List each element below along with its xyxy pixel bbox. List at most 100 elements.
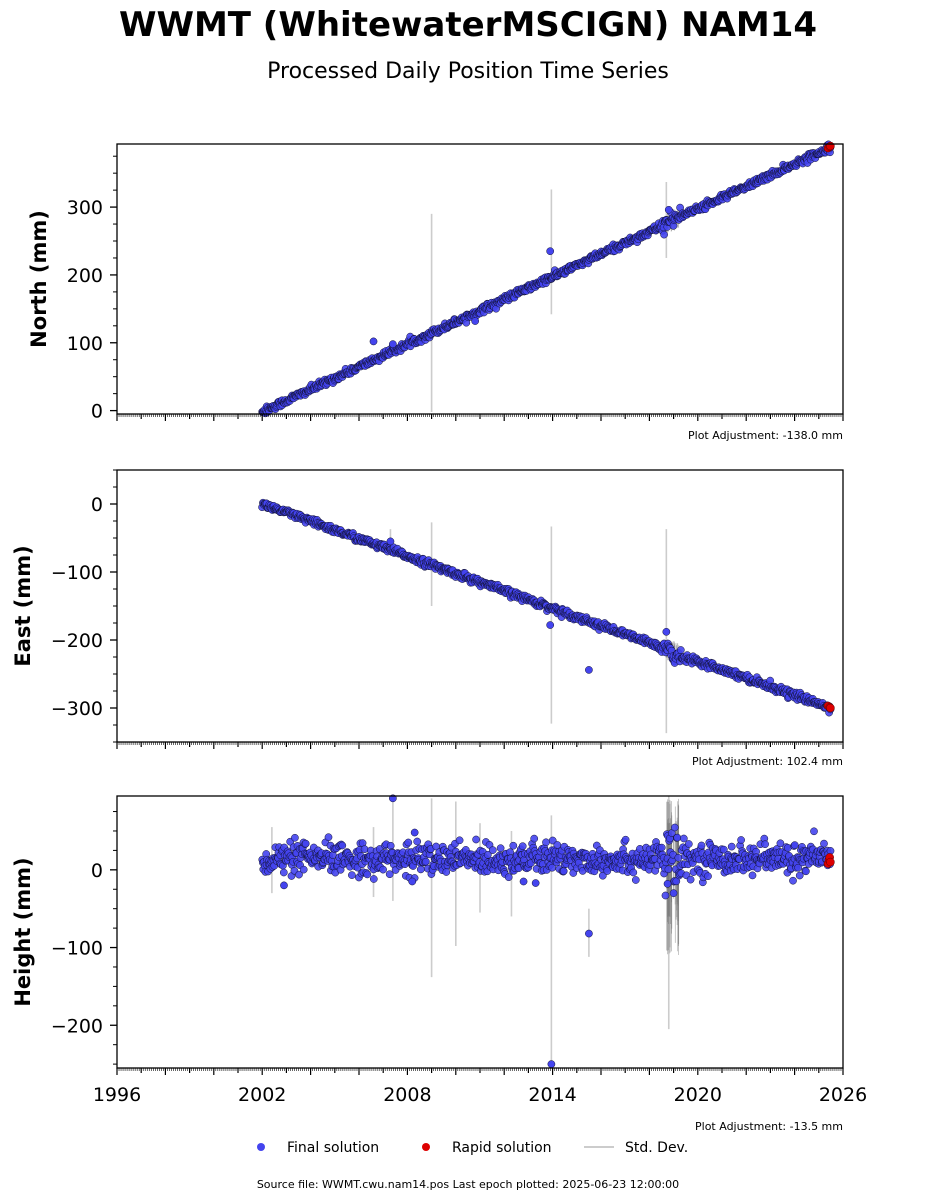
height-final-point (291, 833, 299, 842)
height-final-point (789, 876, 797, 885)
height-rapid-points (823, 853, 835, 868)
height-final-point (379, 865, 387, 874)
height-final-point (279, 868, 288, 877)
east-rapid-points (823, 701, 835, 713)
height-final-point (509, 841, 518, 850)
figure-subtitle: Processed Daily Position Time Series (267, 59, 669, 84)
east-plot-adjustment: Plot Adjustment: 102.4 mm (692, 755, 843, 768)
height-final-point (629, 868, 638, 877)
height-final-point (795, 871, 804, 880)
height-xtick-label: 1996 (93, 1084, 141, 1106)
height-final-point (530, 834, 539, 843)
height-final-point (548, 836, 557, 845)
height-outlier-point (663, 879, 672, 888)
height-final-point (348, 871, 356, 879)
north-axis-label: North (mm) (27, 210, 51, 348)
north-outlier-point (546, 247, 555, 256)
height-final-point (472, 835, 480, 844)
height-outlier-point (280, 881, 288, 890)
figure-title: WWMT (WhitewaterMSCIGN) NAM14 (119, 5, 817, 45)
north-plot-adjustment: Plot Adjustment: -138.0 mm (688, 429, 843, 442)
east-outlier-point (386, 537, 395, 546)
north-ytick-label: 0 (91, 401, 103, 423)
height-outlier-point (519, 877, 528, 886)
height-xtick-label: 2026 (819, 1084, 867, 1106)
height-final-point (719, 845, 728, 854)
north-final-points (258, 140, 835, 418)
height-final-point (794, 863, 803, 872)
north-ytick-label: 200 (67, 265, 103, 287)
height-final-point (385, 870, 394, 879)
height-final-point (360, 845, 369, 854)
height-final-point (301, 839, 310, 848)
east-outlier-point (546, 621, 555, 629)
east-ytick-label: −100 (51, 562, 103, 584)
height-final-point (413, 837, 422, 846)
legend-stddev-label: Std. Dev. (625, 1140, 688, 1156)
height-xtick-label: 2002 (238, 1084, 286, 1106)
north-axis-ticks: 0 100 200 300 (67, 155, 844, 423)
height-outlier-point (585, 929, 593, 938)
east-ytick-label: −200 (51, 630, 103, 652)
height-final-point (737, 836, 745, 844)
height-outlier-point (408, 877, 417, 886)
height-final-point (338, 841, 347, 850)
north-ytick-label: 100 (67, 333, 103, 355)
height-final-point (657, 843, 666, 852)
north-outlier-point (369, 337, 378, 346)
north-rapid-point (826, 141, 835, 151)
east-axis-label: East (mm) (11, 545, 35, 666)
north-final-point (660, 230, 668, 239)
height-final-point (621, 835, 630, 844)
height-axis-ticks: 0 −100 −200 1996 2002 2008 2014 2020 2026 (51, 811, 867, 1106)
source-note: Source file: WWMT.cwu.nam14.pos Last epo… (257, 1178, 679, 1191)
height-ytick-label: −200 (51, 1015, 103, 1037)
height-final-point (324, 833, 333, 842)
height-final-point (369, 875, 378, 883)
height-final-point (386, 841, 395, 850)
height-final-point (442, 868, 451, 876)
height-final-point (422, 857, 430, 866)
panel-north: 0 100 200 300 North (mm) Plot Adjustment: -… (27, 140, 844, 442)
height-final-point (790, 841, 799, 849)
legend: Final solution Rapid solution Std. Dev. (257, 1140, 688, 1156)
north-outlier-point (389, 340, 397, 348)
east-ytick-label: −300 (51, 698, 103, 720)
height-final-point (674, 853, 683, 862)
height-final-point (363, 870, 372, 879)
height-final-point (761, 840, 769, 849)
height-outlier-point (669, 889, 678, 897)
panel-east: 0 −100 −200 −300 East (mm) Plot Adjustment:… (11, 469, 844, 768)
height-axis-label: Height (mm) (11, 857, 35, 1006)
legend-rapid-label: Rapid solution (452, 1140, 552, 1156)
height-final-point (661, 891, 670, 900)
height-final-point (802, 867, 810, 876)
east-rapid-point (826, 703, 835, 713)
height-final-point (488, 846, 497, 854)
height-final-point (518, 842, 527, 851)
height-final-point (416, 865, 425, 874)
height-final-point (404, 838, 413, 847)
east-ytick-label: 0 (91, 494, 103, 516)
height-outlier-point (531, 879, 540, 887)
height-xtick-label: 2014 (528, 1084, 576, 1106)
height-final-point (727, 842, 736, 851)
height-final-point (820, 839, 828, 848)
north-plot-frame (116, 143, 844, 415)
height-final-points (258, 794, 835, 1068)
height-final-point (810, 827, 818, 836)
height-plot-frame (116, 795, 844, 1069)
height-final-point (504, 873, 513, 882)
height-ytick-label: 0 (91, 860, 103, 882)
east-final-points (258, 498, 835, 717)
legend-rapid-marker (422, 1143, 430, 1151)
height-xtick-label: 2020 (674, 1084, 722, 1106)
east-final-point (676, 646, 685, 654)
height-final-point (598, 871, 607, 880)
height-plot-adjustment: Plot Adjustment: -13.5 mm (695, 1120, 843, 1133)
height-final-point (704, 872, 712, 881)
height-final-point (697, 841, 706, 850)
height-final-point (748, 871, 757, 880)
